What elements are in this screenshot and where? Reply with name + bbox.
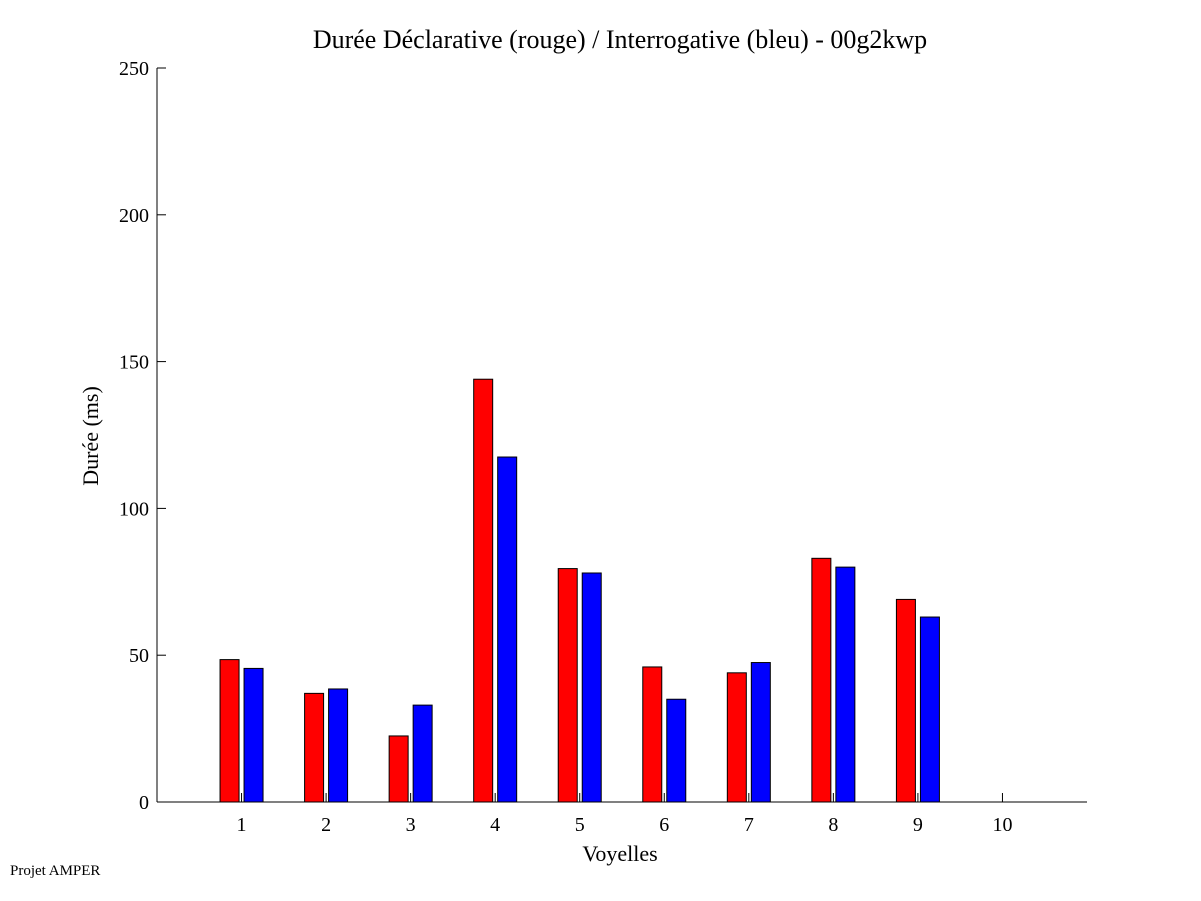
bar-series-2-1 [243, 667, 264, 803]
bar-series-1-7 [726, 672, 747, 803]
y-tick-label: 200 [119, 205, 149, 227]
x-tick-label: 4 [490, 814, 500, 836]
x-tick-label: 1 [237, 814, 247, 836]
bar-series-1-2 [304, 692, 325, 803]
y-tick-label: 150 [119, 352, 149, 374]
x-tick-label: 9 [913, 814, 923, 836]
footer-credit: Projet AMPER [10, 863, 101, 879]
x-ticks: 1 2 3 4 5 6 7 8 9 10 [237, 793, 1012, 836]
bar-series-1-5 [557, 568, 578, 803]
y-tick-label: 50 [129, 645, 149, 667]
bar-series-2-3 [412, 704, 433, 803]
bars-group [219, 378, 940, 803]
y-tick-label: 100 [119, 498, 149, 520]
bar-series-1-3 [388, 735, 409, 803]
bar-series-2-9 [919, 616, 940, 803]
chart-title: Durée Déclarative (rouge) / Interrogativ… [313, 25, 927, 54]
y-axis-label: Durée (ms) [78, 386, 103, 486]
x-tick-label: 10 [992, 814, 1012, 836]
bar-series-1-9 [895, 598, 916, 803]
bar-series-1-4 [473, 378, 494, 803]
x-tick-label: 3 [406, 814, 416, 836]
x-tick-label: 7 [744, 814, 754, 836]
axes-group [156, 68, 1087, 803]
bar-series-2-5 [581, 572, 602, 803]
x-tick-label: 2 [321, 814, 331, 836]
y-ticks: 0 50 100 150 200 250 [119, 58, 166, 814]
bar-series-2-7 [750, 662, 771, 803]
x-tick-label: 8 [828, 814, 838, 836]
bar-series-1-8 [811, 557, 832, 803]
y-tick-label: 250 [119, 58, 149, 80]
bar-series-2-8 [835, 566, 856, 803]
bar-series-1-6 [642, 666, 663, 803]
x-axis-label: Voyelles [582, 841, 657, 866]
x-tick-label: 6 [659, 814, 669, 836]
x-tick-label: 5 [575, 814, 585, 836]
bar-series-1-1 [219, 659, 240, 803]
bar-series-2-2 [328, 688, 349, 803]
bar-series-2-6 [666, 698, 687, 803]
bar-series-2-4 [497, 456, 518, 803]
y-tick-label: 0 [139, 792, 149, 814]
